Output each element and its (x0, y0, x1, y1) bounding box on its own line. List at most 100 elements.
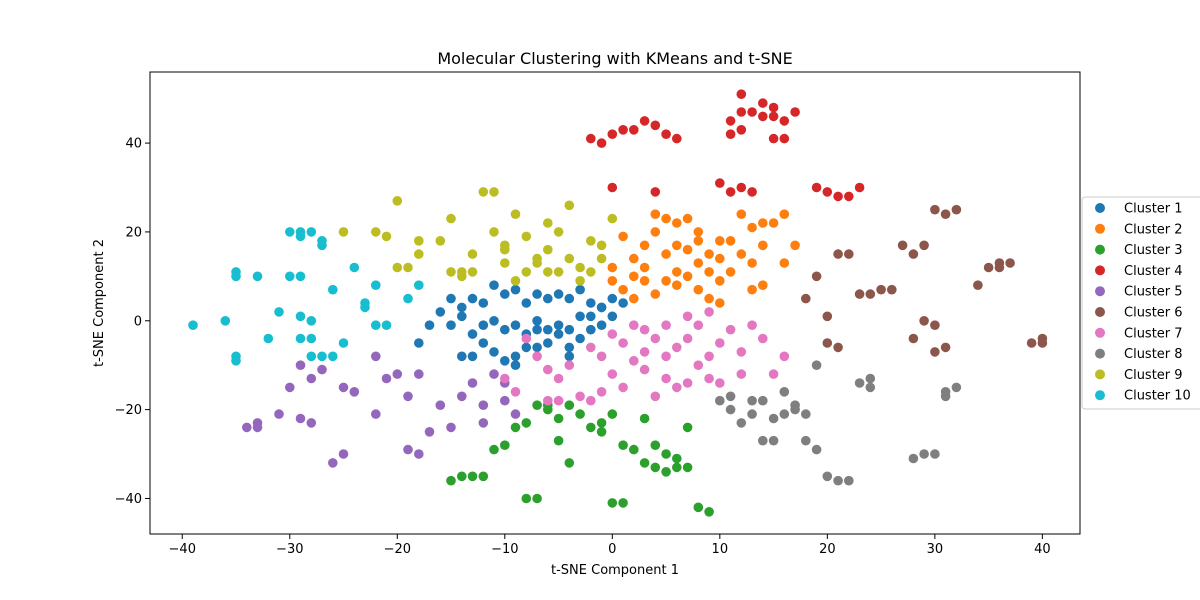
point-cluster-2 (747, 222, 757, 233)
point-cluster-6 (940, 342, 951, 353)
point-cluster-8 (940, 391, 951, 402)
point-cluster-4 (607, 182, 618, 193)
point-cluster-7 (639, 364, 650, 375)
point-cluster-1 (446, 320, 456, 331)
point-cluster-2 (747, 258, 757, 268)
legend-frame (1081, 196, 1200, 410)
point-cluster-10 (295, 333, 306, 344)
point-cluster-1 (500, 324, 510, 335)
point-cluster-10 (285, 227, 295, 237)
point-cluster-8 (833, 475, 843, 486)
point-cluster-2 (715, 253, 725, 264)
point-cluster-4 (715, 178, 725, 188)
point-cluster-7 (725, 324, 736, 335)
point-cluster-1 (586, 298, 596, 308)
point-cluster-4 (725, 116, 736, 126)
point-cluster-10 (371, 320, 381, 331)
point-cluster-7 (553, 373, 564, 384)
point-cluster-10 (360, 302, 370, 313)
point-cluster-6 (973, 280, 983, 291)
point-cluster-6 (908, 249, 919, 259)
point-cluster-4 (629, 125, 639, 135)
point-cluster-1 (575, 284, 585, 295)
point-cluster-4 (736, 89, 747, 99)
point-cluster-2 (650, 209, 661, 219)
point-cluster-6 (1026, 338, 1037, 348)
point-cluster-5 (295, 360, 306, 371)
point-cluster-5 (467, 378, 478, 388)
chart-title: Molecular Clustering with KMeans and t-S… (437, 49, 792, 68)
y-axis-label: t-SNE Component 2 (92, 239, 107, 367)
point-cluster-4 (672, 133, 682, 144)
point-cluster-2 (693, 258, 704, 268)
point-cluster-3 (575, 409, 585, 419)
x-tick-label: 30 (927, 542, 944, 557)
point-cluster-1 (457, 302, 467, 313)
point-cluster-5 (500, 395, 510, 406)
point-cluster-10 (317, 240, 327, 251)
point-cluster-10 (414, 280, 424, 291)
y-tick-label: −20 (115, 403, 142, 418)
legend-label: Cluster 4 (1124, 264, 1183, 279)
point-cluster-3 (457, 471, 467, 482)
x-axis-label: t-SNE Component 1 (551, 563, 679, 578)
point-cluster-5 (414, 369, 424, 379)
legend-marker (1095, 286, 1105, 297)
point-cluster-9 (532, 258, 542, 268)
point-cluster-7 (704, 351, 714, 362)
point-cluster-1 (586, 311, 596, 322)
point-cluster-4 (639, 116, 650, 126)
point-cluster-1 (553, 329, 564, 339)
point-cluster-8 (768, 413, 779, 424)
point-cluster-5 (371, 351, 381, 362)
point-cluster-2 (682, 244, 693, 255)
point-cluster-4 (854, 182, 865, 193)
point-cluster-7 (672, 382, 682, 393)
point-cluster-3 (682, 462, 693, 473)
y-tick-label: −40 (115, 492, 142, 507)
point-cluster-3 (704, 507, 714, 517)
point-cluster-6 (897, 240, 908, 251)
point-cluster-7 (629, 320, 639, 331)
point-cluster-5 (338, 449, 349, 459)
y-tick-label: 0 (134, 314, 142, 329)
x-axis: −40 −30 −20 −10 0 10 20 30 40 (169, 534, 1051, 557)
point-cluster-9 (403, 262, 413, 273)
point-cluster-7 (661, 351, 671, 362)
point-cluster-7 (543, 395, 553, 406)
legend-marker (1095, 203, 1105, 213)
point-cluster-3 (661, 449, 671, 459)
point-cluster-3 (467, 471, 478, 482)
point-cluster-10 (295, 231, 306, 242)
point-cluster-8 (811, 444, 822, 455)
point-cluster-9 (543, 218, 553, 228)
legend-marker (1095, 265, 1105, 276)
point-cluster-2 (693, 227, 704, 237)
point-cluster-2 (661, 276, 671, 286)
point-cluster-4 (586, 133, 596, 144)
point-cluster-1 (457, 351, 467, 362)
point-cluster-10 (274, 307, 284, 317)
point-cluster-3 (564, 458, 575, 468)
legend-marker (1095, 307, 1105, 317)
point-cluster-7 (532, 351, 542, 362)
point-cluster-2 (618, 284, 628, 295)
point-cluster-3 (672, 462, 682, 473)
point-cluster-2 (661, 249, 671, 259)
point-cluster-6 (930, 347, 940, 357)
point-cluster-1 (532, 342, 542, 353)
legend-marker (1095, 223, 1105, 234)
y-tick-label: 20 (125, 225, 142, 240)
point-cluster-1 (553, 289, 564, 299)
point-cluster-5 (306, 373, 317, 384)
point-cluster-9 (500, 240, 510, 251)
point-cluster-3 (489, 444, 499, 455)
point-cluster-1 (553, 320, 564, 331)
point-cluster-6 (930, 320, 940, 331)
point-cluster-5 (338, 382, 349, 393)
point-cluster-3 (521, 493, 532, 504)
point-cluster-7 (618, 338, 628, 348)
point-cluster-2 (639, 262, 650, 273)
point-cluster-7 (510, 387, 521, 397)
point-cluster-6 (865, 289, 876, 299)
